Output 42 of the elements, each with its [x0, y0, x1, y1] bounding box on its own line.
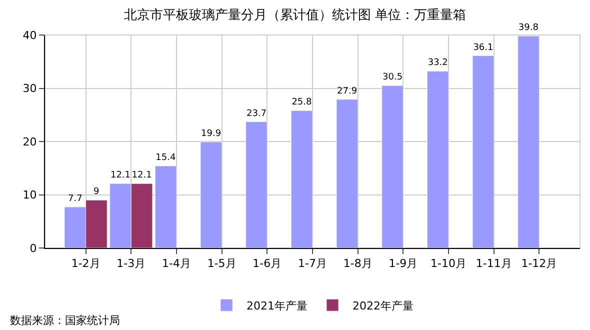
data-label: 39.8	[518, 23, 539, 34]
x-tick-label: 1-2月	[71, 257, 100, 270]
source-note: 数据来源：国家统计局	[10, 314, 120, 327]
data-label: 12.1	[132, 170, 152, 181]
data-label: 7.7	[68, 194, 82, 204]
data-label: 27.9	[337, 86, 358, 96]
y-tick-label: 10	[22, 188, 37, 202]
x-tick-label: 1-12月	[521, 257, 558, 270]
x-tick-label: 1-5月	[207, 257, 236, 270]
y-tick-label: 20	[22, 135, 37, 148]
bar	[518, 36, 540, 248]
data-label: 12.1	[110, 170, 131, 181]
bar	[200, 142, 222, 248]
x-tick-label: 1-8月	[343, 257, 372, 270]
y-tick-label: 0	[30, 242, 37, 255]
bar	[382, 85, 404, 248]
bar	[426, 70, 449, 248]
data-label: 9	[93, 187, 100, 198]
data-label: 15.4	[156, 153, 176, 163]
legend-label: 2021年产量	[246, 299, 308, 312]
y-tick-label: 40	[22, 28, 37, 42]
data-label: 30.5	[382, 72, 403, 83]
bar	[336, 99, 358, 248]
x-tick-label: 1-7月	[298, 257, 327, 270]
y-tick-label: 30	[22, 82, 37, 96]
x-tick-label: 1-10月	[430, 257, 467, 270]
x-tick-label: 1-11月	[476, 257, 512, 270]
bar	[154, 166, 177, 248]
data-label: 19.9	[201, 129, 222, 140]
legend-label: 2022年产量	[352, 299, 414, 312]
x-tick-label: 1-6月	[252, 257, 282, 270]
bar	[290, 110, 313, 248]
x-tick-label: 1-3月	[116, 257, 146, 270]
data-label: 36.1	[473, 42, 494, 53]
bar	[246, 122, 268, 248]
chart-title: 北京市平板玻璃产量分月（累计值）统计图 单位：万重量箱	[124, 8, 466, 23]
bar	[472, 56, 494, 248]
x-tick-label: 1-9月	[388, 257, 418, 270]
data-label: 25.8	[292, 98, 312, 108]
data-label: 33.2	[428, 58, 448, 68]
x-tick-label: 1-4月	[162, 257, 191, 270]
data-label: 23.7	[246, 108, 267, 119]
